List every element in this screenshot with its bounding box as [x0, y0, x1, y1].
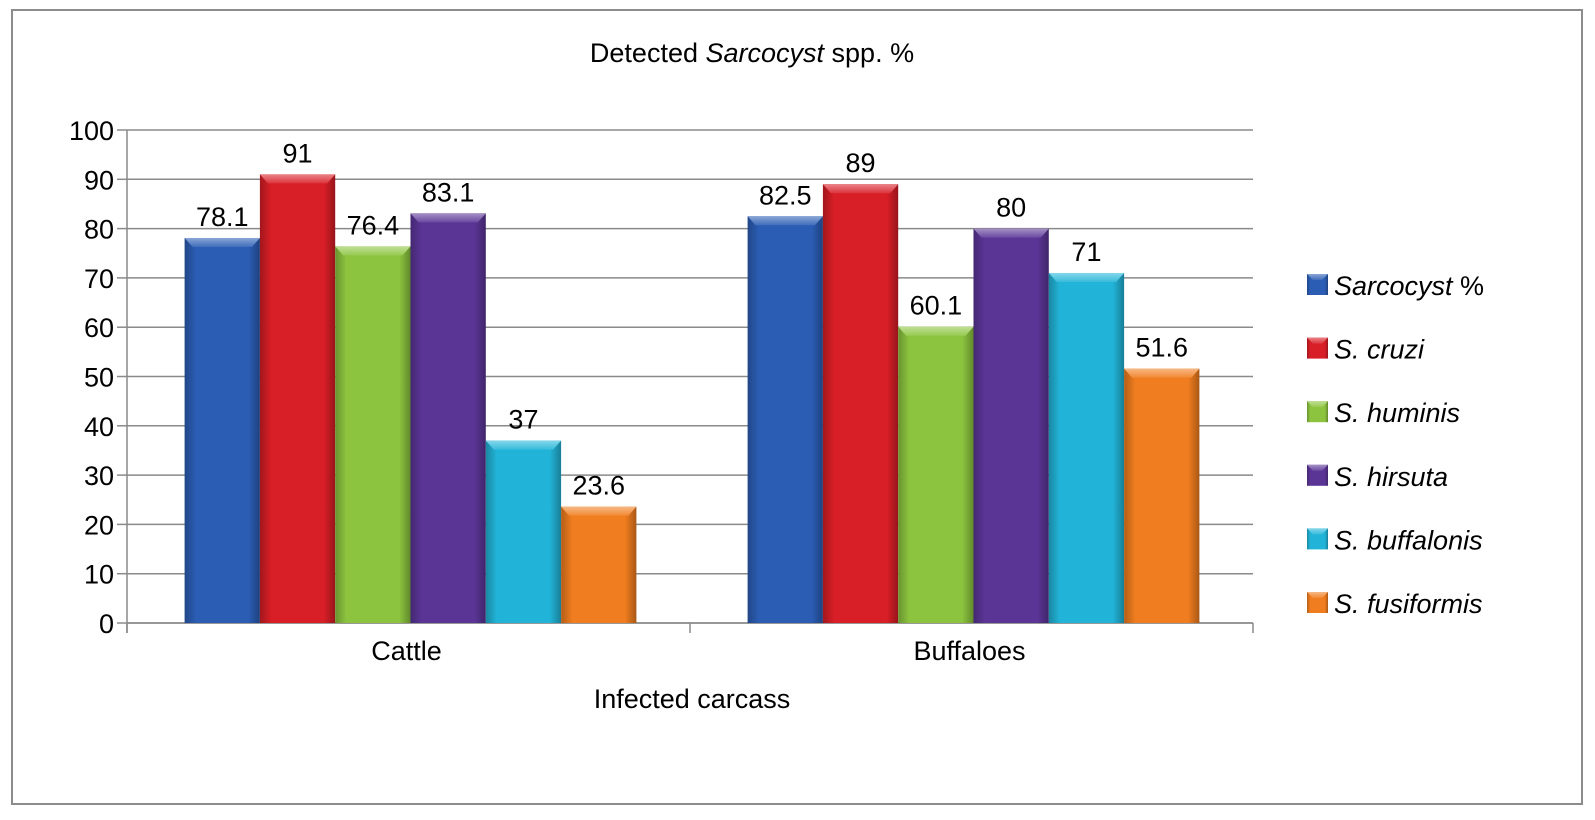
legend: Sarcocyst % S. cruzi S. huminis S. hirsuta S… — [1307, 271, 1484, 619]
y-tick-label: 80 — [84, 215, 114, 245]
bar-body — [410, 213, 486, 623]
chart-title-part: Detected — [590, 38, 706, 68]
data-label: 60.1 — [910, 291, 963, 321]
legend-item: S. cruzi — [1307, 335, 1425, 365]
y-tick-label: 90 — [84, 165, 114, 195]
bar-bevel — [822, 184, 899, 194]
bar — [1124, 368, 1200, 623]
data-label: 83.1 — [422, 177, 475, 207]
bar-body — [973, 228, 1049, 623]
legend-item: S. buffalonis — [1307, 525, 1483, 555]
bar-body — [485, 440, 562, 623]
data-label: 71 — [1071, 237, 1101, 267]
x-category-label: Cattle — [371, 636, 442, 666]
data-label: 80 — [996, 193, 1026, 223]
legend-label: S. hirsuta — [1334, 462, 1448, 492]
bar-bevel — [335, 246, 411, 256]
bar-bevel — [485, 440, 562, 450]
bar — [485, 440, 562, 623]
bar-bevel — [898, 326, 974, 336]
legend-label: S. cruzi — [1334, 335, 1425, 365]
bar — [747, 216, 823, 623]
data-label: 91 — [283, 138, 313, 168]
bar — [335, 246, 411, 623]
legend-item: S. huminis — [1307, 398, 1460, 428]
legend-swatch-bevel — [1307, 337, 1328, 344]
bar — [184, 237, 260, 624]
bar-bevel — [184, 237, 260, 247]
bar-body — [747, 216, 823, 623]
bar-bevel — [410, 213, 486, 223]
chart-title-part: Sarcocyst — [705, 38, 825, 68]
bar-body — [184, 237, 260, 624]
y-tick-label: 20 — [84, 510, 114, 540]
y-tick-label: 0 — [99, 609, 114, 639]
data-label: 51.6 — [1135, 333, 1188, 363]
y-tick-label: 40 — [84, 412, 114, 442]
legend-swatch-bevel — [1307, 401, 1328, 408]
chart-title-part: spp. % — [824, 38, 914, 68]
data-label: 37 — [508, 405, 538, 435]
legend-item: S. fusiformis — [1307, 589, 1483, 619]
legend-item: Sarcocyst % — [1307, 271, 1484, 301]
bar — [973, 228, 1049, 623]
legend-label: S. huminis — [1334, 398, 1460, 428]
x-axis-label: Infected carcass — [594, 684, 791, 714]
data-label: 76.4 — [347, 210, 400, 240]
data-label: 89 — [846, 148, 876, 178]
y-tick-label: 70 — [84, 264, 114, 294]
data-label: 82.5 — [759, 180, 812, 210]
bar-bevel — [1124, 368, 1200, 378]
data-label: 23.6 — [572, 471, 625, 501]
bar-bevel — [1048, 272, 1125, 282]
bar-body — [822, 184, 899, 624]
y-tick-label: 60 — [84, 313, 114, 343]
legend-label: S. fusiformis — [1334, 589, 1483, 619]
y-tick-label: 10 — [84, 560, 114, 590]
bars — [184, 174, 1200, 624]
y-tick-label: 100 — [69, 116, 114, 146]
bar-bevel — [259, 174, 336, 184]
legend-item: S. hirsuta — [1307, 462, 1448, 492]
bar-bevel — [973, 228, 1049, 238]
bar-body — [259, 174, 336, 623]
data-label: 78.1 — [196, 202, 249, 232]
legend-label: Sarcocyst % — [1334, 271, 1484, 301]
bar-body — [898, 326, 974, 623]
legend-swatch-bevel — [1307, 592, 1328, 598]
y-tick-label: 50 — [84, 363, 114, 393]
bar-bevel — [747, 216, 823, 226]
y-axis-ticks: 0 10 20 30 40 50 60 70 80 90 100 — [69, 116, 127, 639]
bar — [1048, 272, 1125, 623]
bar — [259, 174, 336, 623]
bar-body — [1124, 368, 1200, 623]
legend-swatch-bevel — [1307, 464, 1328, 471]
x-category-label: Buffaloes — [913, 636, 1025, 666]
x-axis-categories: Cattle Buffaloes — [371, 636, 1025, 666]
bar — [822, 184, 899, 624]
bar-body — [335, 246, 411, 623]
bar-body — [1048, 272, 1125, 623]
bar-body — [561, 506, 637, 623]
legend-swatch-bevel — [1307, 274, 1328, 280]
chart-title: Detected Sarcocyst spp. % — [590, 38, 914, 68]
bar — [561, 506, 637, 623]
bar — [410, 213, 486, 623]
bar — [898, 326, 974, 623]
data-labels: 78.1 91 76.4 83.1 37 23.6 82.5 89 60.1 80 71 51.6 — [196, 138, 1188, 500]
y-tick-label: 30 — [84, 461, 114, 491]
bar-bevel — [561, 506, 637, 516]
legend-label: S. buffalonis — [1334, 525, 1483, 555]
legend-swatch-bevel — [1307, 528, 1328, 535]
